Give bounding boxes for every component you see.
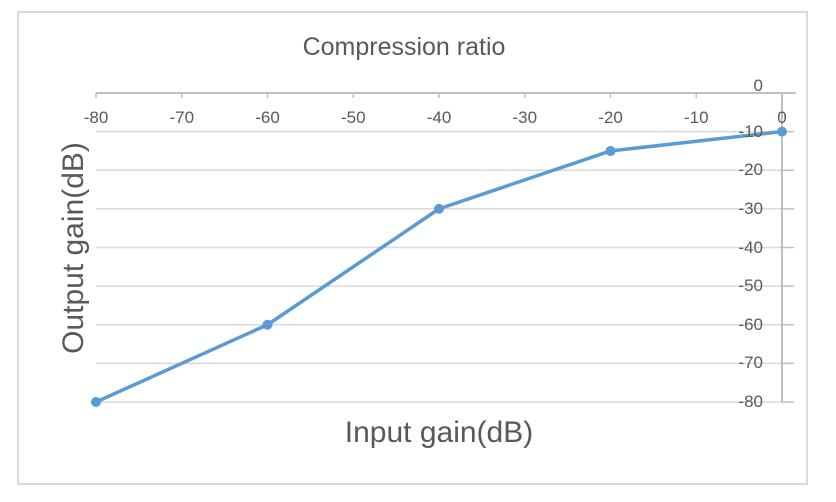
x-tick-label: -30 bbox=[512, 108, 538, 127]
x-tick-label: -70 bbox=[169, 108, 195, 127]
data-point-marker bbox=[605, 145, 616, 156]
x-tick-label: 0 bbox=[777, 108, 787, 127]
y-axis-title: Output gain(dB) bbox=[57, 142, 90, 354]
y-tick-label: -30 bbox=[738, 198, 763, 218]
x-tick-label: -20 bbox=[598, 108, 623, 127]
y-tick-label: -10 bbox=[738, 121, 763, 141]
y-tick-label: 0 bbox=[753, 76, 763, 95]
y-tick-label: -70 bbox=[738, 353, 763, 373]
series-line bbox=[94, 129, 784, 404]
y-tick-label: -50 bbox=[738, 276, 763, 296]
x-axis-title: Input gain(dB) bbox=[344, 416, 534, 449]
data-point-marker bbox=[777, 126, 787, 137]
x-tick-label: -40 bbox=[426, 108, 452, 127]
chart-title: Compression ratio bbox=[302, 33, 506, 61]
x-tick-label: -50 bbox=[340, 108, 366, 127]
y-tick-label: -20 bbox=[738, 160, 763, 180]
x-tick-label: -10 bbox=[683, 108, 709, 127]
data-point-marker bbox=[91, 397, 101, 407]
y-tick-label: -80 bbox=[738, 392, 763, 411]
y-tick-label: -60 bbox=[738, 314, 763, 334]
x-tick-label: -60 bbox=[255, 108, 280, 127]
y-tick-label: -40 bbox=[738, 237, 763, 257]
x-tick-label: -80 bbox=[83, 108, 109, 127]
data-point-marker bbox=[434, 203, 444, 214]
data-point-marker bbox=[262, 319, 273, 330]
